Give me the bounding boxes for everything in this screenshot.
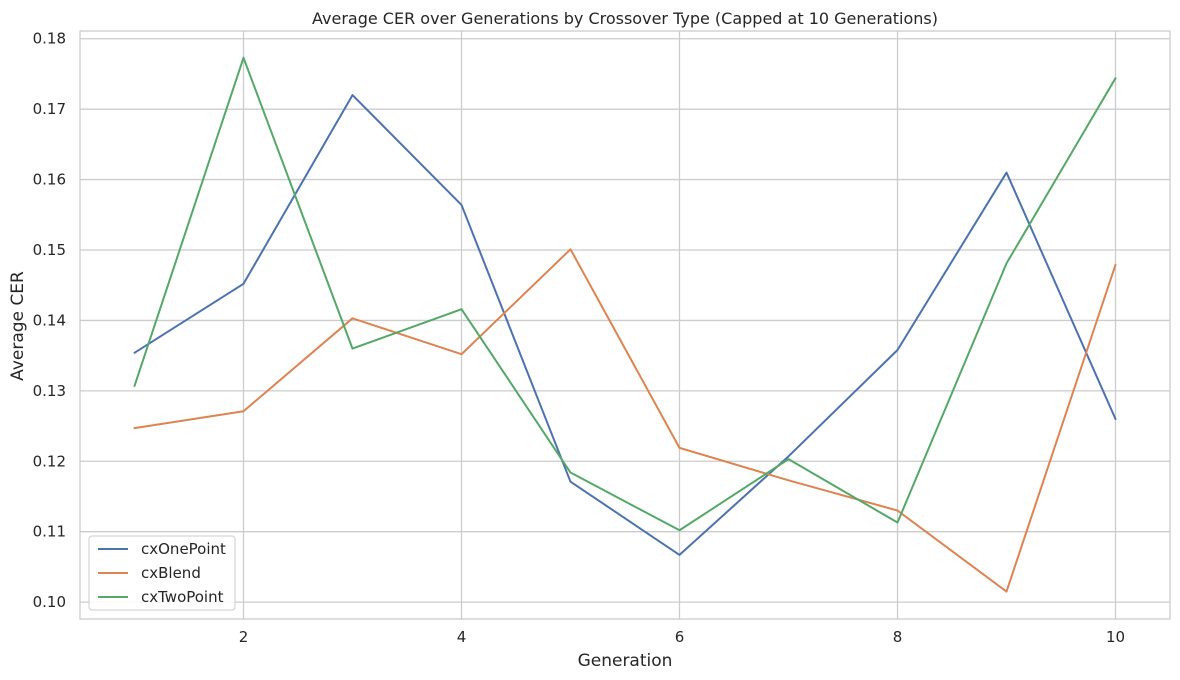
x-axis-label: Generation <box>578 651 673 671</box>
y-tick-label: 0.15 <box>33 241 66 259</box>
y-tick-label: 0.14 <box>33 311 66 329</box>
y-tick-label: 0.17 <box>33 100 66 118</box>
y-tick-label: 0.13 <box>33 382 66 400</box>
y-tick-label: 0.18 <box>33 30 66 48</box>
x-tick-label: 10 <box>1106 628 1125 646</box>
y-tick-label: 0.10 <box>33 593 66 611</box>
y-axis-label: Average CER <box>8 271 28 381</box>
legend-label: cxOnePoint <box>141 540 226 558</box>
x-tick-label: 8 <box>893 628 903 646</box>
y-tick-label: 0.12 <box>33 452 66 470</box>
legend-label: cxBlend <box>141 564 201 582</box>
series-line-cxTwoPoint <box>133 56 1117 532</box>
chart-title: Average CER over Generations by Crossove… <box>312 9 938 28</box>
x-tick-label: 4 <box>457 628 467 646</box>
y-tick-label: 0.11 <box>33 523 66 541</box>
grid <box>80 31 1170 619</box>
x-ticks: 2 4 6 8 10 <box>239 628 1125 646</box>
legend-label: cxTwoPoint <box>141 588 224 606</box>
series-line-cxOnePoint <box>133 94 1117 556</box>
y-ticks: 0.10 0.11 0.12 0.13 0.14 0.15 0.16 0.17 0.18 <box>33 30 66 611</box>
plot-frame <box>79 30 1171 620</box>
series-layer <box>133 56 1117 593</box>
legend: cxOnePoint cxBlend cxTwoPoint <box>88 535 236 611</box>
x-tick-label: 2 <box>239 628 249 646</box>
y-tick-label: 0.16 <box>33 171 66 189</box>
x-tick-label: 6 <box>675 628 685 646</box>
series-line-cxBlend <box>133 248 1117 593</box>
legend-box <box>88 535 236 611</box>
